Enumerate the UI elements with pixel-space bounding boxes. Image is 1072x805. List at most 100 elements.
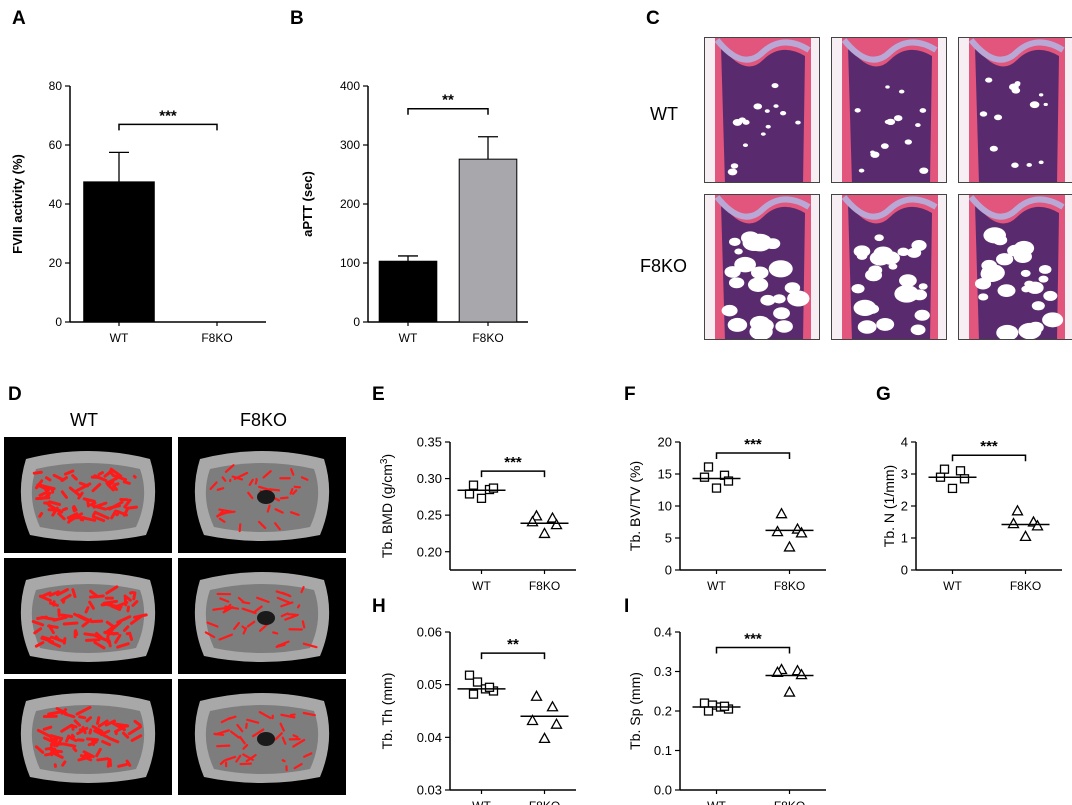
marrow-space [974,277,992,290]
data-point-square [959,474,970,484]
trabecula [71,588,77,599]
trabecula [34,479,44,490]
y-tick-label: 0.06 [417,625,442,640]
growth-plate [968,38,1065,63]
microct-image [178,679,346,795]
significance-bracket [118,123,218,131]
marrow-space [919,167,929,174]
marrow-space [868,265,883,276]
trabecula [99,729,111,737]
trabecula [61,507,69,512]
data-point-square [468,689,479,699]
trabecula [43,736,55,744]
trabecula [96,716,101,725]
trabecula [279,496,289,500]
trabecula [113,482,120,487]
marrow-space [771,83,779,89]
data-point-square [476,493,487,503]
data-point-triangle [795,668,808,680]
marrow-space [747,233,773,252]
y-tick-label: 0.4 [654,625,672,640]
marrow-space [1014,82,1021,87]
trabecula [91,482,102,493]
trabecula [281,759,286,763]
data-point-triangle [538,732,551,744]
trabecula [44,476,52,482]
y-axis-label: Tb. Sp (mm) [627,672,643,750]
marrow-space [760,294,776,306]
trabecula [122,508,129,517]
trabecula [262,470,272,479]
x-category-label: WT [472,579,491,593]
y-tick-label: 4 [901,435,908,450]
trabecula [78,715,87,720]
trabecula [52,473,65,482]
marrow-space [784,282,801,294]
trabecula [83,753,89,758]
chart-tb-bmd: 0.20 0.25 0.30 0.35 Tb. BMD (g/cm3) WT F8KO *** [379,435,576,593]
marrow-space [914,309,930,321]
marrow-space [792,296,804,305]
trabecula [66,512,79,520]
trabecula [301,620,306,629]
trabecula [93,474,108,483]
marrow-space [894,285,919,303]
data-point-square [464,489,475,499]
trabecula [216,487,225,491]
marrow-space [738,117,746,123]
y-tick-label: 200 [340,197,360,211]
trabecula [258,711,272,720]
trabecula [296,604,301,609]
chart-aptt: 0 100 200 300 400 aPTT (sec) WT F8KO ** [300,79,528,345]
marrow-space [765,124,771,129]
trabecula [96,757,110,762]
microct-image [178,437,346,553]
trabecula [292,734,299,739]
panel-letter-b: B [290,8,304,29]
y-tick-label: 0.3 [654,664,672,679]
trabecula [231,475,244,481]
trabecula [62,637,67,645]
trabecula [212,607,226,611]
y-tick-label: 0.04 [417,730,442,745]
y-tick-label: 0 [353,315,360,329]
trabecula [125,631,132,636]
trabecula [34,641,45,648]
marrow-space [915,123,921,128]
data-point-triangle [771,665,784,677]
bar-wt [378,260,438,323]
trabecula [73,719,82,727]
y-tick-label: 0 [901,563,908,578]
trabecula [258,485,272,492]
chart-fviii-activity: 0 20 40 60 80 FVIII activity (%) WT F8KO *** [10,79,266,345]
trabecula [62,742,77,748]
trabecula [241,601,251,605]
trabecula [38,511,44,518]
significance-label: *** [980,438,998,455]
chart-tb-n: 0 1 2 3 4 Tb. N (1/mm) WT F8KO *** [881,435,1062,593]
trabecula [34,745,45,754]
trabecula [302,642,318,649]
microct-cross-section-drawing [20,451,156,541]
x-category-label: WT [399,331,418,345]
histology-section-drawing [705,195,819,339]
trabecula [82,750,95,759]
marrow-space [911,240,927,251]
trabecula [130,734,143,742]
marrow-space [729,237,741,246]
microct-col-label-wt: WT [70,410,98,430]
marrow-space [1013,250,1032,264]
trabecula [284,613,299,621]
growth-plate [968,195,1065,220]
marrow-space [1029,101,1040,109]
trabecula [246,718,260,724]
trabecula [77,755,92,762]
marrow-space [919,108,927,113]
microct-cross-section-drawing [194,451,330,541]
trabecula [109,467,123,478]
marrow-space [880,251,900,265]
trabecula [44,487,51,497]
trabecula [274,508,284,514]
trabecula [216,510,231,518]
marrow-space [753,103,763,110]
